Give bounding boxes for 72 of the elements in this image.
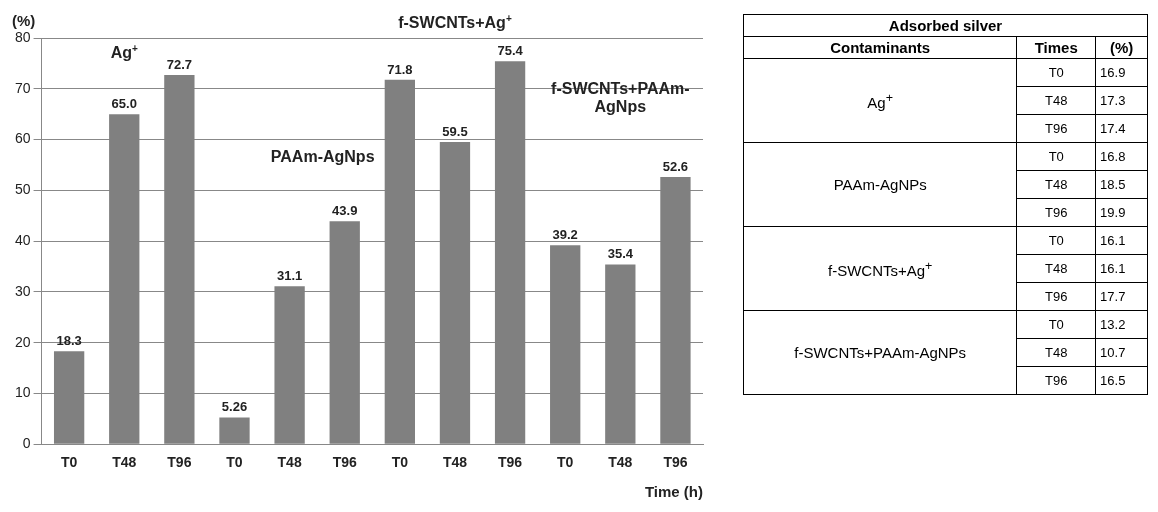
data-label: 31.1 <box>276 268 303 284</box>
bar <box>219 417 250 444</box>
text: 16.5 <box>1100 373 1126 388</box>
y-axis-title: (%) <box>12 12 36 29</box>
category-label: f-SWCNTs+PAAm-AgNPs <box>794 344 967 361</box>
text: 17.4 <box>1100 121 1126 136</box>
category-label: T0 <box>1048 149 1064 164</box>
x-tick-label: T96 <box>332 454 357 471</box>
text: 19.9 <box>1100 205 1126 220</box>
category-label: T96 <box>1045 289 1068 304</box>
x-tick-label: T0 <box>391 454 409 471</box>
y-tick-label: 0 <box>22 435 31 452</box>
data-label: 43.9 <box>332 203 358 219</box>
category-label: T96 <box>1045 373 1068 388</box>
text: 16.8 <box>1100 149 1126 164</box>
category-label: T0 <box>1048 65 1064 80</box>
text: 16.1 <box>1100 233 1126 248</box>
x-tick-label: T0 <box>60 454 78 471</box>
x-tick-label: T48 <box>442 454 468 471</box>
category-label: PAAm-AgNPs <box>833 176 927 193</box>
data-label: 52.6 <box>662 159 689 175</box>
category-label: f-SWCNTs+Ag$^{+}$ <box>827 258 933 279</box>
category-label: T48 <box>1045 345 1068 360</box>
category-label: T48 <box>1045 177 1068 192</box>
annotation: f-SWCNTs+PAAm-AgNps <box>551 79 690 115</box>
category-label: T48 <box>1045 261 1068 276</box>
y-tick-label: 30 <box>14 282 31 299</box>
data-label: 59.5 <box>442 124 468 140</box>
x-tick-label: T48 <box>277 454 302 471</box>
data-label: 39.2 <box>552 227 578 243</box>
data-label: 5.26 <box>221 399 248 415</box>
data-label: 35.4 <box>607 246 634 262</box>
text: 18.5 <box>1100 177 1126 192</box>
x-tick-label: T0 <box>557 454 574 471</box>
data-label: 71.8 <box>387 61 413 77</box>
data-label: 75.4 <box>497 43 524 59</box>
category-label: T0 <box>1048 233 1064 248</box>
annotation: Ag+ <box>110 42 138 62</box>
text: f-SWCNTs+Ag+ <box>398 12 512 31</box>
category-label: T96 <box>1045 205 1068 220</box>
category-label: (%) <box>1095 36 1148 59</box>
text: 10.7 <box>1100 345 1126 360</box>
y-tick-label: 60 <box>14 130 31 147</box>
category-label: Ag$^{+}$ <box>867 90 894 111</box>
data-label: 65.0 <box>111 96 137 112</box>
data-label: 72.7 <box>166 57 193 73</box>
category-label: Contaminants <box>743 36 1017 59</box>
text: 17.7 <box>1100 289 1126 304</box>
x-tick-label: T96 <box>498 454 523 471</box>
text: 16.9 <box>1100 65 1126 80</box>
x-tick-label: T96 <box>167 454 192 471</box>
category-label: T48 <box>1045 93 1068 108</box>
x-tick-label: T48 <box>112 454 137 471</box>
y-tick-label: 70 <box>14 79 31 96</box>
text: 13.2 <box>1100 317 1126 332</box>
category-label: T0 <box>1048 317 1064 332</box>
y-tick-label: 10 <box>14 384 31 401</box>
category-label: Times <box>1016 36 1096 59</box>
annotation: PAAm-AgNps <box>270 148 375 166</box>
y-tick-label: 80 <box>14 28 31 45</box>
y-tick-label: 40 <box>14 231 31 248</box>
y-tick-label: 20 <box>14 333 31 350</box>
text: 16.1 <box>1100 261 1126 276</box>
text: Adsorbed silver <box>743 14 1148 37</box>
x-tick-label: T48 <box>608 454 633 471</box>
text: 17.3 <box>1100 93 1126 108</box>
category-label: T96 <box>1045 121 1068 136</box>
data-label: 18.3 <box>56 333 82 349</box>
x-tick-label: T0 <box>226 454 243 471</box>
x-tick-label: T96 <box>663 454 688 471</box>
y-tick-label: 50 <box>14 181 31 198</box>
x-axis-title: Time (h) <box>644 483 703 500</box>
